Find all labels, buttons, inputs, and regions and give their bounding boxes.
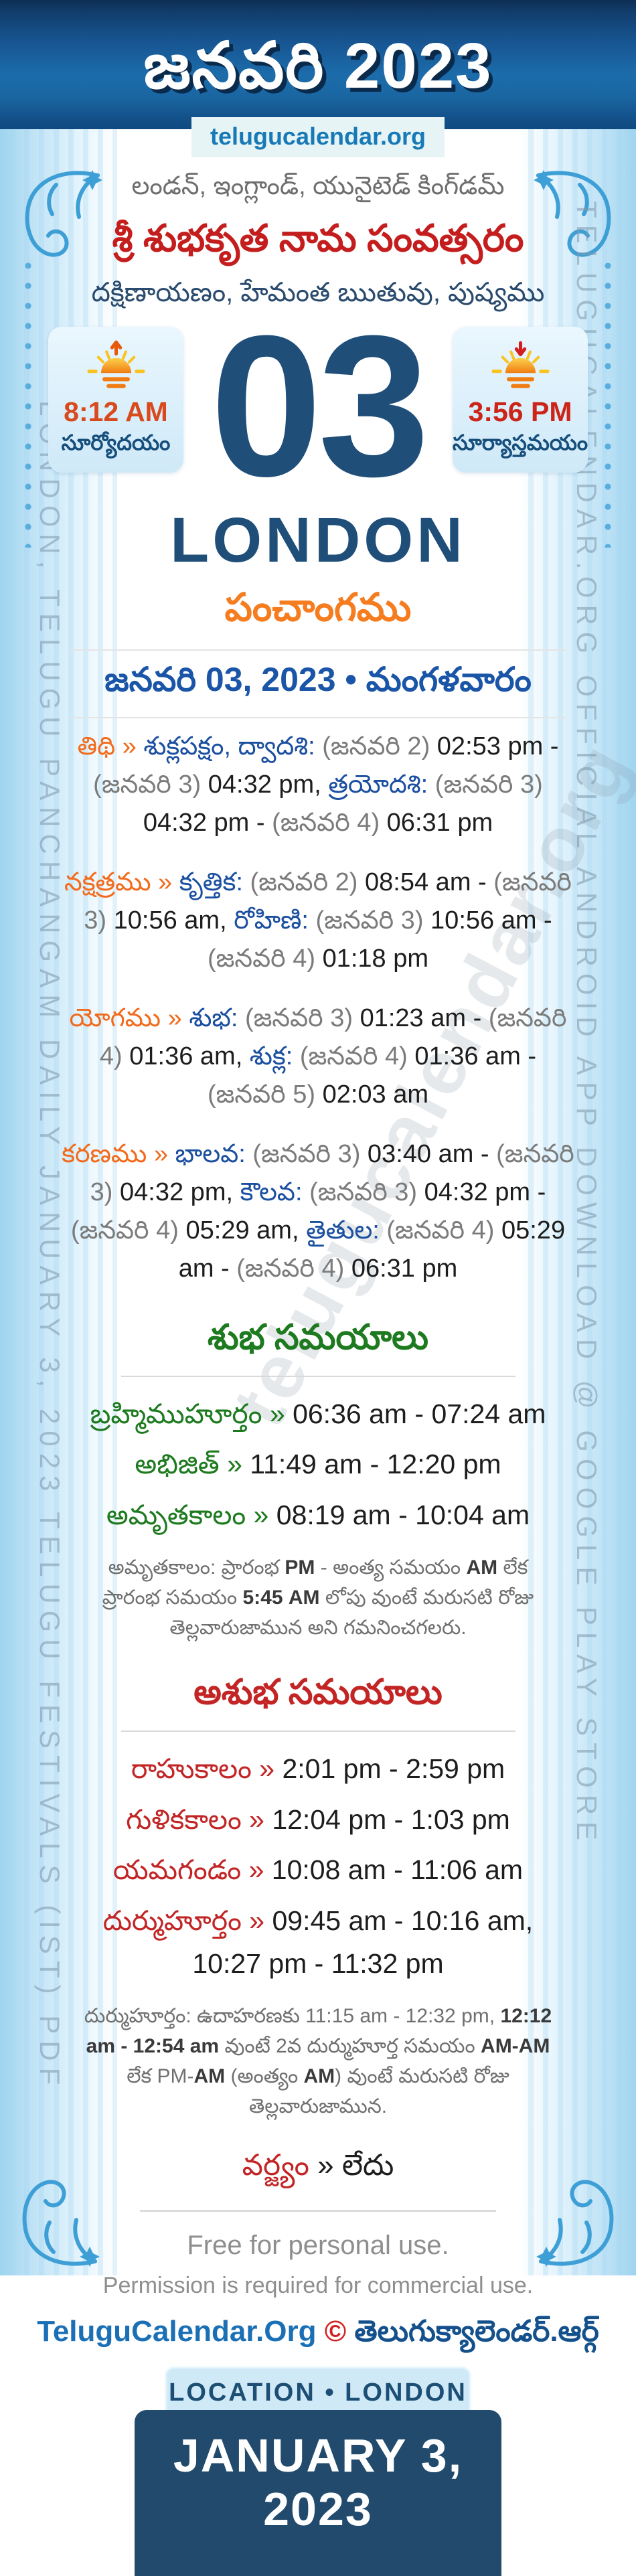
city-name: LONDON [170, 505, 466, 576]
site-link-badge[interactable]: telugucalendar.org [191, 117, 445, 157]
gulika-kalam-line: గుళికకాలం » 12:04 pm - 1:03 pm [126, 1803, 510, 1835]
ayana-rutuvu-line: దక్షిణాయణం, హేమంత ఋతువు, పుష్యము [91, 278, 545, 307]
date-badge: JANUARY 3, 2023 [135, 2410, 501, 2576]
samvatsaram-line: శ్రీ శుభకృత నామ సంవత్సరం [112, 217, 524, 259]
sunset-sun-down-arrow-icon [491, 341, 550, 388]
durmuhurtham-line: దుర్ముహూర్తం » 09:45 am - 10:16 am, 10:27… [102, 1905, 534, 1979]
panchangam-heading: పంచాంగము [224, 585, 412, 629]
sunset-label: సూర్యాస్తమయం [452, 430, 588, 455]
right-dotted-border [604, 260, 612, 548]
sunrise-card: 8:12 AM సూర్యోదయం [48, 327, 183, 473]
footer-divider [140, 2210, 496, 2212]
tithi-line: తిథి » శుక్లపక్షం, ద్వాదశి: (జనవరి 2) 02… [77, 732, 559, 837]
free-use-line: Free for personal use. [187, 2231, 449, 2261]
floral-corner-ornament-icon [536, 2180, 614, 2267]
day-row: 8:12 AM సూర్యోదయం 03 [0, 293, 636, 518]
durmuhurtham-note: దుర్ముహూర్తం: ఉదాహరణకు 11:15 am - 12:32 … [84, 2005, 552, 2118]
floral-corner-ornament-icon [25, 170, 102, 257]
yamagandam-line: యమగండం » 10:08 am - 11:06 am [112, 1854, 524, 1886]
amruta-kalam-note: అమృతకాలం: ప్రారంభ PM - అంత్య సమయం AM లేక… [102, 1556, 534, 1639]
rahu-kalam-line: రాహుకాలం » 2:01 pm - 2:59 pm [131, 1753, 505, 1785]
brahmi-muhurtham-line: బ్రహ్మిముహూర్తం » 06:36 am - 07:24 am [90, 1398, 546, 1429]
location-line: లండన్, ఇంగ్లాండ్, యునైటెడ్ కింగ్‌డమ్ [131, 172, 505, 200]
ashubha-heading: అశుభ సమయాలు [193, 1673, 443, 1712]
shubha-heading: శుభ సమయాలు [208, 1317, 428, 1357]
sunrise-label: సూర్యోదయం [61, 430, 171, 455]
floral-corner-ornament-icon [22, 2180, 100, 2267]
sunset-time: 3:56 PM [468, 396, 572, 427]
yogam-line: యోగము » శుభ: (జనవరి 3) 01:23 am - (జనవరి… [69, 1003, 567, 1109]
left-vertical-watermark: LONDON, TELUGU PANCHANGAM DAILY JANUARY … [34, 400, 66, 2092]
karanam-line: కరణము » భాలవ: (జనవరి 3) 03:40 am - (జనవర… [62, 1139, 574, 1283]
intro-block: లండన్, ఇంగ్లాండ్, యునైటెడ్ కింగ్‌డమ్ శ్ర… [0, 172, 636, 315]
sunrise-sun-up-arrow-icon [86, 340, 145, 388]
day-number: 03 [210, 293, 430, 518]
nakshatram-line: నక్షత్రము » కృత్తిక: (జనవరి 2) 08:54 am … [64, 868, 572, 973]
divider [70, 649, 566, 651]
varjyam-line: వర్జ్యం » లేదు [242, 2149, 394, 2182]
sunrise-time: 8:12 AM [64, 396, 168, 427]
right-vertical-watermark: TELUGUCALENDAR.ORG OFFICIAL ANDROID APP … [571, 201, 603, 1848]
divider [70, 716, 566, 718]
floral-corner-ornament-icon [534, 170, 611, 257]
amruta-kalam-line: అమృతకాలం » 08:19 am - 10:04 am [106, 1499, 530, 1530]
date-weekday-line: జనవరి 03, 2023 • మంగళవారం [104, 660, 532, 698]
divider [121, 1730, 515, 1733]
month-year-title: జనవరి 2023 [143, 30, 493, 102]
brand-link[interactable]: TeluguCalendar.Org © తెలుగుక్యాలెండర్.ఆర… [37, 2315, 599, 2348]
header-band: జనవరి 2023 [0, 0, 636, 129]
abhijit-line: అభిజిత్ » 11:49 am - 12:20 pm [135, 1449, 501, 1480]
sunset-card: 3:56 PM సూర్యాస్తమయం [453, 327, 588, 473]
divider [121, 1375, 515, 1377]
left-dotted-border [24, 260, 32, 548]
permission-line: Permission is required for commercial us… [102, 2273, 534, 2299]
